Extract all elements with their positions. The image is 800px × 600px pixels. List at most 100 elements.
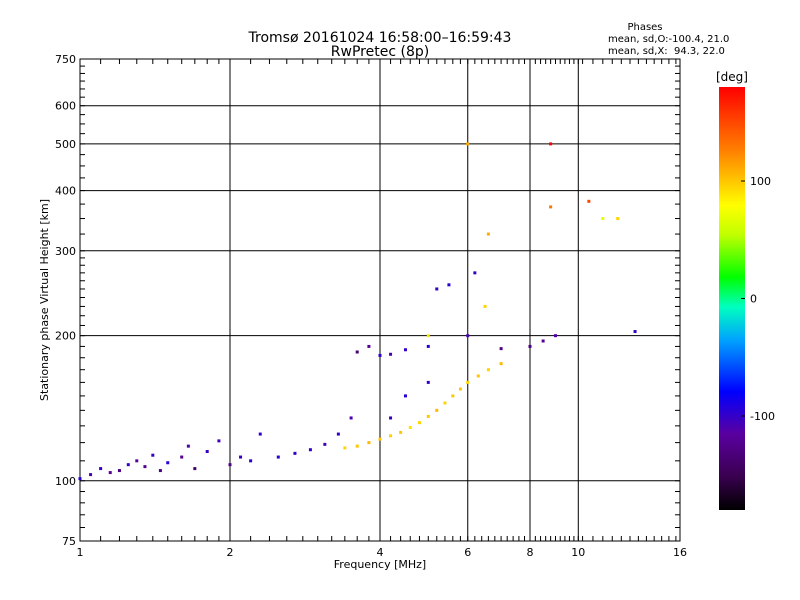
y-tick-labels: 75 100 200 300 400 500 600 750 xyxy=(55,53,76,548)
minor-ticks xyxy=(80,59,680,541)
data-point-o xyxy=(499,347,503,351)
data-point-x xyxy=(343,446,347,450)
data-point-o xyxy=(528,344,532,348)
y-tick-label: 75 xyxy=(62,535,76,548)
data-point-x xyxy=(426,414,430,418)
y-axis-label: Stationary phase Virtual Height [km] xyxy=(38,199,51,401)
data-point-o xyxy=(435,287,439,291)
data-point-x xyxy=(616,217,620,221)
data-point-x xyxy=(466,142,470,146)
data-point-o xyxy=(553,334,557,338)
stats-line-o: mean, sd,O:-100.4, 21.0 xyxy=(608,34,729,45)
data-point-o xyxy=(426,344,430,348)
x-axis-label: Frequency [MHz] xyxy=(334,558,426,571)
x-tick-label: 1 xyxy=(77,546,84,559)
data-point-o xyxy=(276,455,280,459)
y-tick-label: 500 xyxy=(55,138,76,151)
data-point-o xyxy=(99,467,103,471)
data-point-o xyxy=(193,467,197,471)
data-point-x xyxy=(549,205,553,209)
data-point-o xyxy=(205,450,209,454)
data-point-x xyxy=(587,199,591,203)
x-tick-label: 16 xyxy=(673,546,687,559)
data-point-o xyxy=(389,352,393,356)
data-point-x xyxy=(451,394,455,398)
data-point-x xyxy=(378,437,382,441)
chart-subtitle: RwPretec (8p) xyxy=(331,44,429,60)
stats-line-x: mean, sd,X: 94.3, 22.0 xyxy=(608,46,725,57)
y-tick-label: 600 xyxy=(55,100,76,113)
data-point-o xyxy=(258,432,262,436)
data-point-x xyxy=(458,387,462,391)
colorbar-tick-label: 0 xyxy=(750,293,757,306)
data-point-o xyxy=(228,463,232,467)
x-tick-label: 6 xyxy=(464,546,471,559)
data-points xyxy=(78,142,637,481)
data-point-o xyxy=(355,350,359,354)
x-tick-label: 10 xyxy=(571,546,585,559)
data-point-o xyxy=(180,455,184,459)
data-point-x xyxy=(435,408,439,412)
data-point-o xyxy=(89,473,93,477)
data-point-o xyxy=(473,271,477,275)
data-point-x xyxy=(483,304,487,308)
y-tick-label: 750 xyxy=(55,53,76,66)
data-point-o xyxy=(151,453,155,457)
data-point-o xyxy=(186,444,190,448)
x-tick-label: 8 xyxy=(527,546,534,559)
data-point-x xyxy=(399,430,403,434)
data-point-o xyxy=(293,451,297,455)
colorbar-label: [deg] xyxy=(716,70,748,84)
data-point-x xyxy=(355,444,359,448)
data-point-o xyxy=(403,348,407,352)
colorbar-tick-label: -100 xyxy=(750,410,775,423)
data-point-x xyxy=(499,362,503,366)
grid xyxy=(80,59,680,541)
data-point-o xyxy=(426,380,430,384)
data-point-o xyxy=(466,334,470,338)
chart-title: Tromsø 20161024 16:58:00–16:59:43 xyxy=(248,30,512,46)
data-point-o xyxy=(239,455,243,459)
y-tick-label: 100 xyxy=(55,475,76,488)
y-tick-label: 400 xyxy=(55,185,76,198)
data-point-x xyxy=(426,334,430,338)
data-point-o xyxy=(389,416,393,420)
data-point-o xyxy=(108,471,112,475)
data-point-o xyxy=(633,330,637,334)
colorbar-tick-label: 100 xyxy=(750,175,771,188)
data-point-o xyxy=(166,461,170,465)
data-point-o xyxy=(323,442,327,446)
data-point-o xyxy=(135,459,139,463)
data-point-o xyxy=(126,463,130,467)
data-point-x xyxy=(476,374,480,378)
data-point-o xyxy=(349,416,353,420)
data-point-o xyxy=(367,344,371,348)
data-point-o xyxy=(447,283,451,287)
data-point-o xyxy=(541,339,545,343)
data-point-o xyxy=(143,465,147,469)
data-point-o xyxy=(158,469,162,473)
data-point-o xyxy=(403,394,407,398)
data-point-o xyxy=(78,477,82,481)
data-point-x xyxy=(486,232,490,236)
x-tick-labels: 1 2 4 6 8 10 16 xyxy=(77,546,688,559)
y-tick-label: 200 xyxy=(55,330,76,343)
data-point-o xyxy=(217,439,221,443)
x-tick-label: 4 xyxy=(377,546,384,559)
data-point-x xyxy=(466,380,470,384)
data-point-x xyxy=(601,217,605,221)
x-tick-label: 2 xyxy=(227,546,234,559)
data-point-x xyxy=(367,441,371,445)
colorbar-ticks: 100 0 -100 xyxy=(741,175,775,423)
data-point-x xyxy=(417,421,421,425)
data-point-o xyxy=(117,469,121,473)
data-point-o xyxy=(308,448,312,452)
data-point-o xyxy=(336,432,340,436)
colorbar xyxy=(719,87,745,510)
data-point-o xyxy=(249,459,253,463)
data-point-x xyxy=(443,401,447,405)
y-tick-label: 300 xyxy=(55,245,76,258)
data-point-x xyxy=(389,434,393,438)
data-point-o xyxy=(378,353,382,357)
